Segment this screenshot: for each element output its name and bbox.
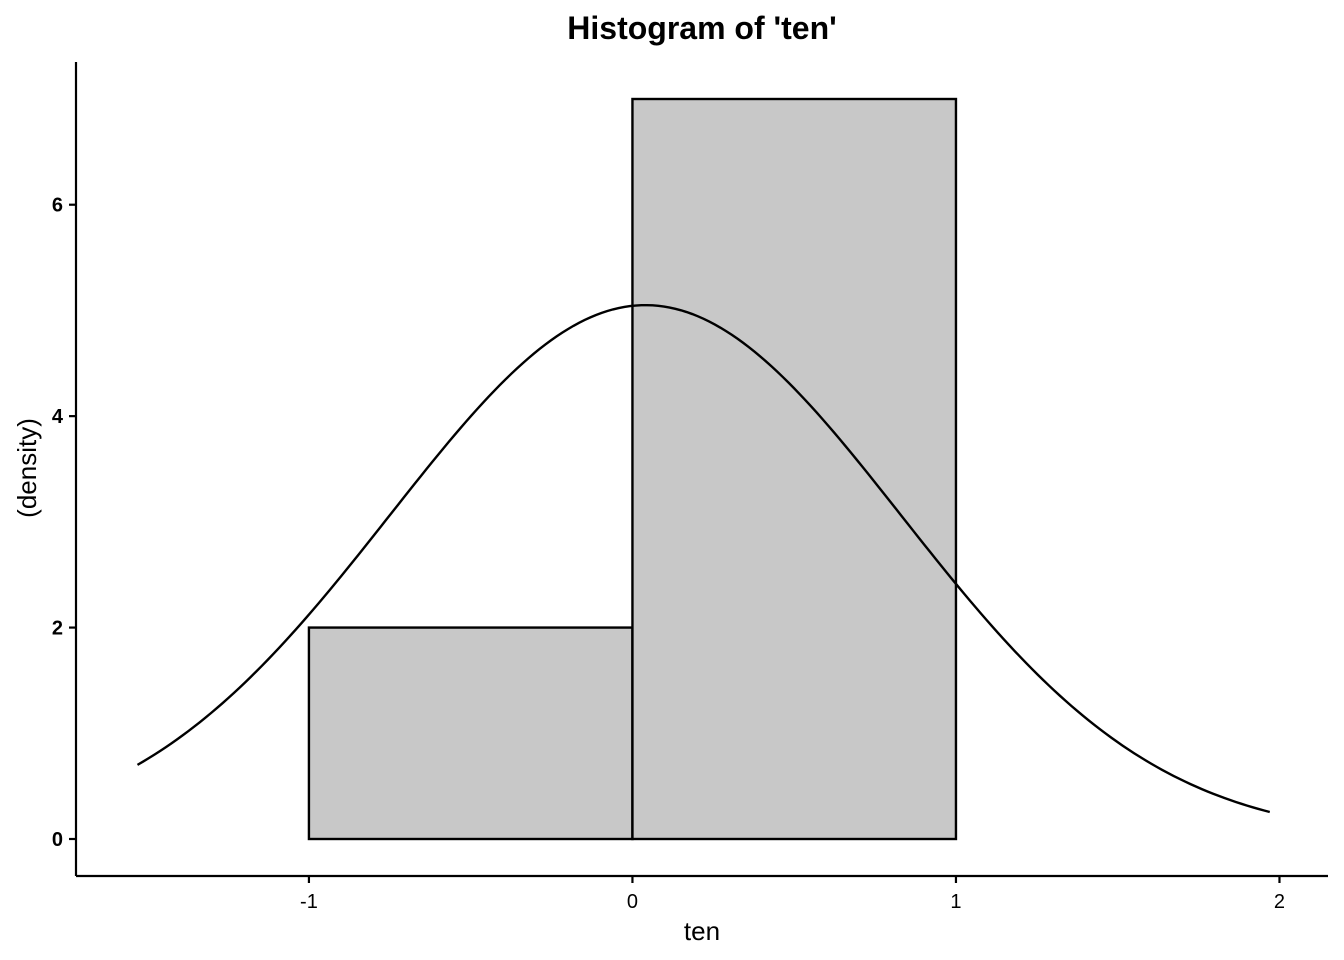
x-tick-label: 1 [950,891,961,913]
y-tick-label: 0 [52,829,63,851]
y-axis-label: (density) [12,418,42,518]
density-curve [136,303,1271,814]
y-tick-label: 4 [52,406,64,428]
x-tick-label: -1 [300,891,318,913]
x-tick-label: 0 [627,891,638,913]
chart-title: Histogram of 'ten' [567,10,836,46]
plot-area: 0 2 4 6 -1 0 1 2 [52,62,1328,913]
y-tick-label: 2 [52,618,63,640]
x-ticks-group: -1 0 1 2 [300,876,1285,913]
y-ticks-group: 0 2 4 6 [52,195,76,851]
x-axis-label: ten [684,916,720,946]
x-tick-label: 2 [1274,891,1285,913]
histogram-bar [307,626,634,841]
y-tick-label: 6 [52,195,63,217]
bars-group [307,97,958,841]
histogram-bar [631,97,958,841]
